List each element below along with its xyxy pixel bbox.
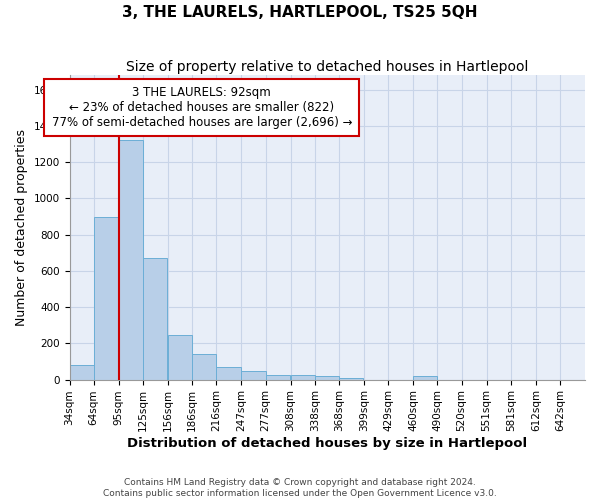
Bar <box>266 374 290 380</box>
Text: 3 THE LAURELS: 92sqm
← 23% of detached houses are smaller (822)
77% of semi-deta: 3 THE LAURELS: 92sqm ← 23% of detached h… <box>52 86 352 130</box>
Bar <box>119 140 143 380</box>
Y-axis label: Number of detached properties: Number of detached properties <box>15 129 28 326</box>
Bar <box>315 376 339 380</box>
Bar <box>241 370 266 380</box>
Bar <box>143 258 167 380</box>
Bar <box>339 378 363 380</box>
Bar <box>290 374 315 380</box>
Bar <box>168 335 192 380</box>
Text: Contains HM Land Registry data © Crown copyright and database right 2024.
Contai: Contains HM Land Registry data © Crown c… <box>103 478 497 498</box>
Bar <box>192 354 217 380</box>
Bar <box>217 366 241 380</box>
Bar <box>70 365 94 380</box>
Title: Size of property relative to detached houses in Hartlepool: Size of property relative to detached ho… <box>126 60 529 74</box>
X-axis label: Distribution of detached houses by size in Hartlepool: Distribution of detached houses by size … <box>127 437 527 450</box>
Text: 3, THE LAURELS, HARTLEPOOL, TS25 5QH: 3, THE LAURELS, HARTLEPOOL, TS25 5QH <box>122 5 478 20</box>
Bar <box>413 376 437 380</box>
Bar <box>94 218 118 380</box>
